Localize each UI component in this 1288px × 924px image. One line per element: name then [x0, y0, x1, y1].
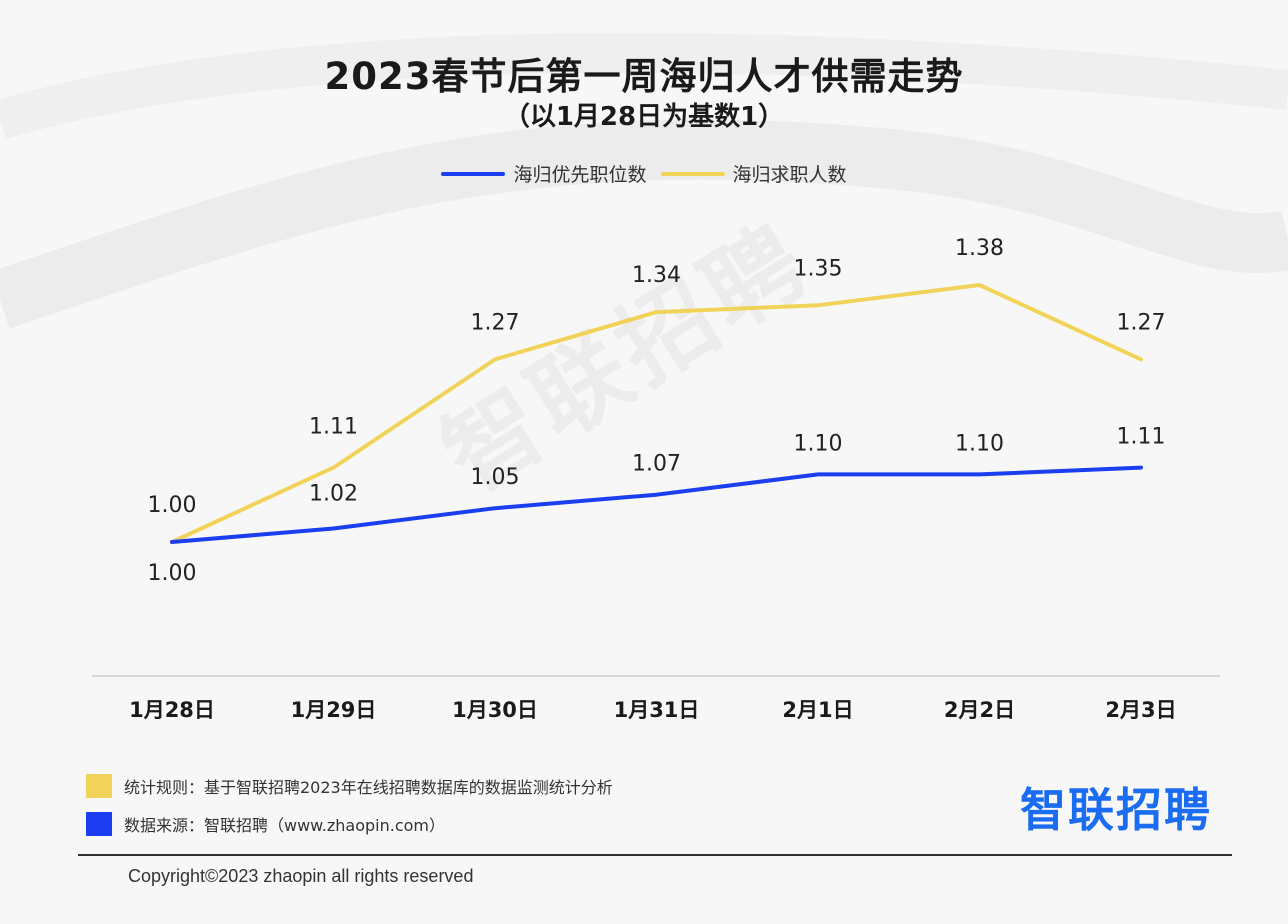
data-label-jobs: 1.10 [794, 431, 843, 456]
chart-title: 2023春节后第一周海归人才供需走势 [324, 55, 964, 98]
copyright: Copyright©2023 zhaopin all rights reserv… [128, 866, 474, 886]
data-label-jobs: 1.10 [955, 431, 1004, 456]
x-tick-label: 1月28日 [129, 698, 215, 722]
legend-label-jobs: 海归优先职位数 [513, 164, 647, 186]
legend: 海归优先职位数 海归求职人数 [0, 160, 1288, 187]
data-label-applicants: 1.34 [632, 263, 681, 288]
footer-source-text: 数据来源：智联招聘（www.zhaopin.com） [124, 816, 446, 835]
footer-divider [78, 854, 1232, 856]
data-label-applicants: 1.38 [955, 236, 1004, 261]
series-line-jobs [170, 465, 1143, 544]
legend-label-applicants: 海归求职人数 [732, 164, 847, 186]
x-tick-label: 1月29日 [291, 698, 377, 722]
x-tick-label: 2月2日 [944, 698, 1015, 722]
data-label-jobs: 1.00 [148, 561, 197, 586]
data-label-applicants: 1.27 [1117, 310, 1166, 335]
zhaopin-logo: 智联招聘 [1020, 783, 1212, 837]
data-label-jobs: 1.05 [471, 465, 520, 490]
legend-item-applicants: 海归求职人数 [660, 160, 847, 187]
footer-rule-text: 统计规则：基于智联招聘2023年在线招聘数据库的数据监测统计分析 [124, 778, 613, 797]
x-tick-label: 2月3日 [1105, 698, 1176, 722]
rule-swatch [86, 774, 112, 798]
data-label-jobs: 1.11 [1117, 425, 1166, 450]
footer-source-row: 数据来源：智联招聘（www.zhaopin.com） [86, 812, 445, 836]
x-tick-label: 1月30日 [452, 698, 538, 722]
data-label-jobs: 1.02 [309, 481, 358, 506]
data-label-applicants: 1.27 [471, 310, 520, 335]
legend-item-jobs: 海归优先职位数 [441, 160, 647, 187]
source-swatch [86, 812, 112, 836]
data-label-jobs: 1.07 [632, 452, 681, 477]
series-line-applicants [170, 283, 1143, 544]
chart-subtitle: （以1月28日为基数1） [503, 102, 785, 132]
data-label-applicants: 1.00 [148, 493, 197, 518]
x-tick-label: 1月31日 [614, 698, 700, 722]
data-label-applicants: 1.35 [794, 256, 843, 281]
legend-swatch-yellow [660, 171, 725, 176]
data-label-applicants: 1.11 [309, 415, 358, 440]
legend-swatch-blue [441, 171, 506, 176]
footer-rule-row: 统计规则：基于智联招聘2023年在线招聘数据库的数据监测统计分析 [86, 774, 613, 798]
x-tick-label: 2月1日 [782, 698, 853, 722]
